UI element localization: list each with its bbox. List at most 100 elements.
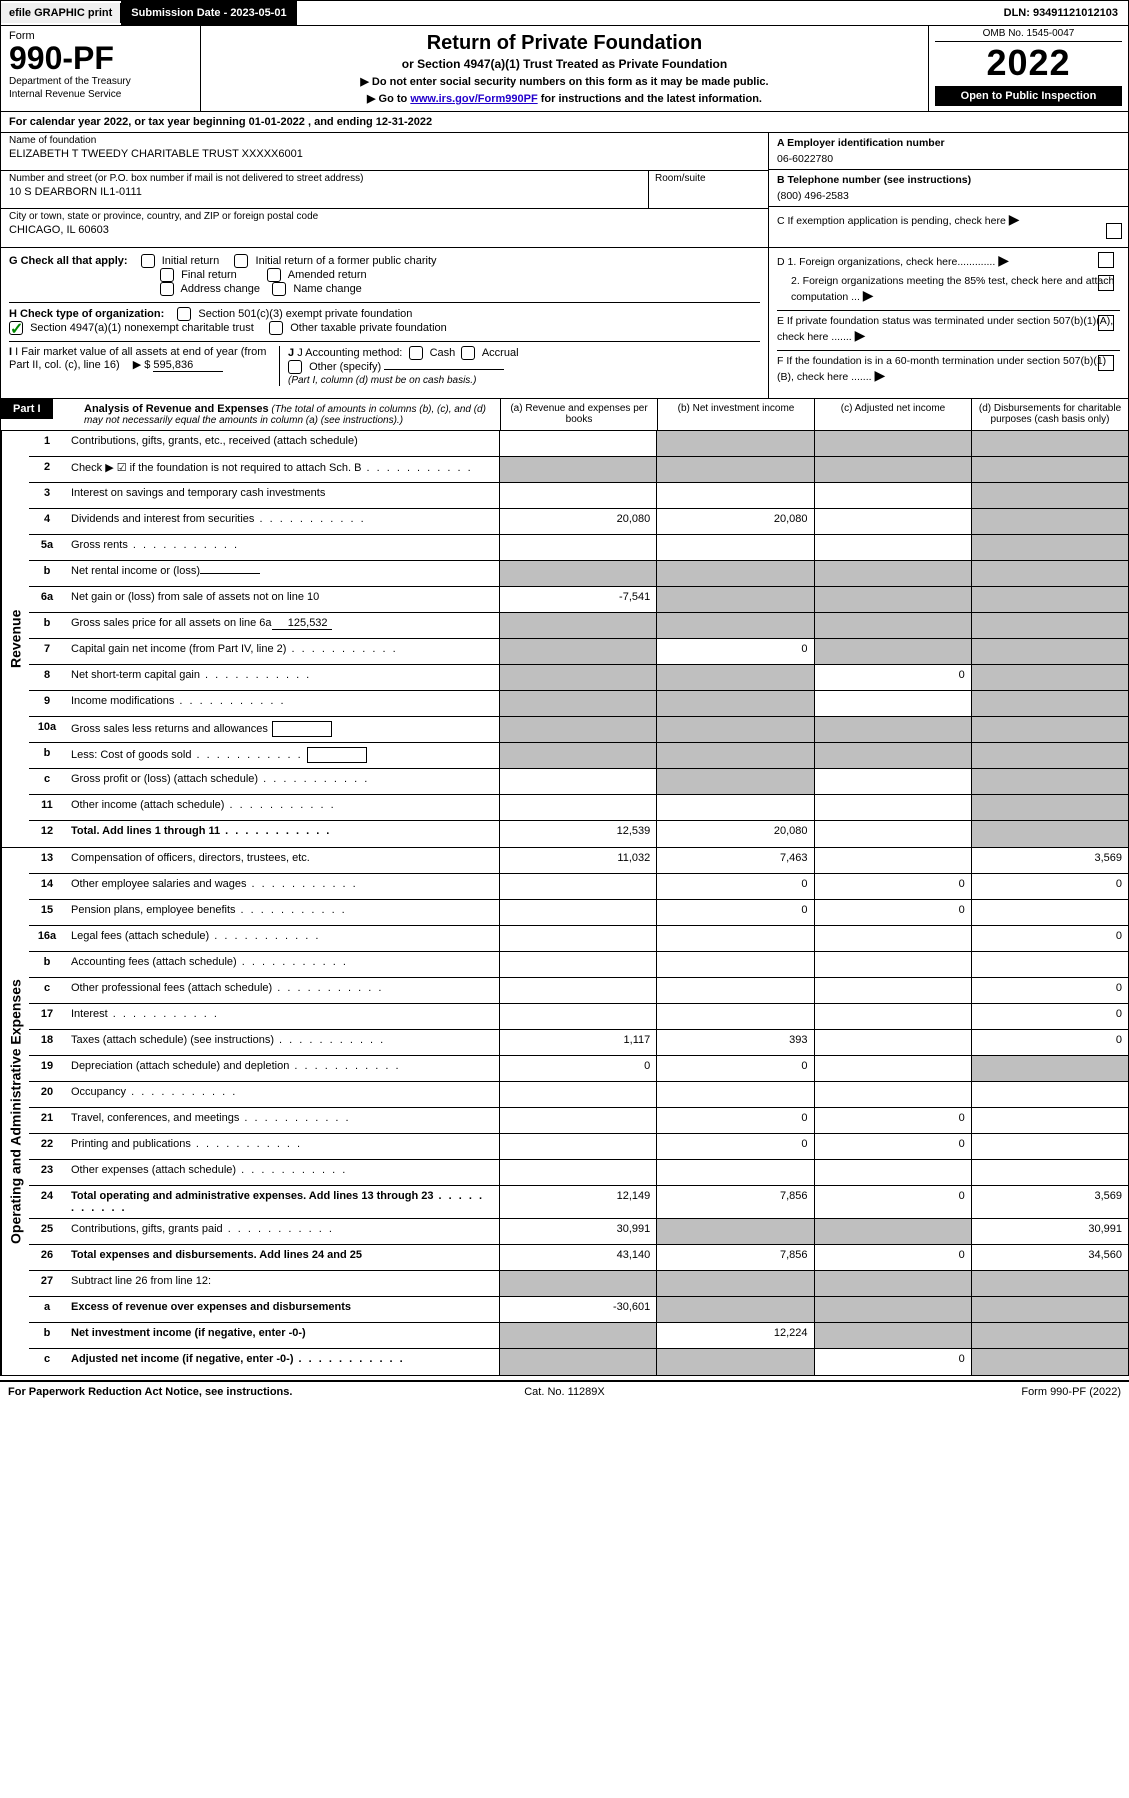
cell-col-d — [971, 1160, 1128, 1185]
cell-col-c — [814, 561, 971, 586]
table-row: bNet rental income or (loss) — [29, 561, 1128, 587]
cell-col-b — [656, 1271, 813, 1296]
g-label: G Check all that apply: — [9, 255, 128, 267]
cell-col-a: 12,149 — [499, 1186, 656, 1218]
line-number: 18 — [29, 1030, 65, 1055]
h-4947-checkbox[interactable] — [9, 321, 23, 335]
g-opt-2: Final return — [181, 269, 237, 281]
phone-value: (800) 496-2583 — [777, 190, 1120, 202]
table-row: 26Total expenses and disbursements. Add … — [29, 1245, 1128, 1271]
ein-cell: A Employer identification number 06-6022… — [769, 133, 1128, 170]
cell-col-c — [814, 483, 971, 508]
line-description: Interest — [65, 1004, 499, 1029]
cell-col-b — [656, 691, 813, 716]
cell-col-a — [499, 1004, 656, 1029]
line-description: Printing and publications — [65, 1134, 499, 1159]
j-accrual-checkbox[interactable] — [461, 346, 475, 360]
room-suite-cell: Room/suite — [648, 171, 768, 208]
cell-col-d — [971, 509, 1128, 534]
line-number: 27 — [29, 1271, 65, 1296]
subtitle3-post: for instructions and the latest informat… — [541, 93, 762, 105]
line-description: Total. Add lines 1 through 11 — [65, 821, 499, 847]
line-description: Other professional fees (attach schedule… — [65, 978, 499, 1003]
line-number: b — [29, 561, 65, 586]
line-description: Depreciation (attach schedule) and deple… — [65, 1056, 499, 1081]
address-cell: Number and street (or P.O. box number if… — [1, 171, 768, 209]
inline-amount-box[interactable] — [272, 721, 332, 737]
g-initial-former-checkbox[interactable] — [234, 254, 248, 268]
f-checkbox[interactable] — [1098, 355, 1114, 371]
g-amended-checkbox[interactable] — [267, 268, 281, 282]
cell-col-d — [971, 743, 1128, 768]
line-number: b — [29, 1323, 65, 1348]
exemption-pending-cell: C If exemption application is pending, c… — [769, 207, 1128, 247]
cell-col-b — [656, 587, 813, 612]
table-row: 2Check ▶ ☑ if the foundation is not requ… — [29, 457, 1128, 483]
e-checkbox[interactable] — [1098, 315, 1114, 331]
cell-col-a — [499, 717, 656, 742]
h-opt-2: Section 4947(a)(1) nonexempt charitable … — [30, 322, 254, 334]
g-initial-return-checkbox[interactable] — [141, 254, 155, 268]
table-row: 3Interest on savings and temporary cash … — [29, 483, 1128, 509]
g-opt-0: Initial return — [162, 255, 219, 267]
table-row: bAccounting fees (attach schedule) — [29, 952, 1128, 978]
line-number: 7 — [29, 639, 65, 664]
cell-col-b: 7,463 — [656, 848, 813, 873]
foundation-name: ELIZABETH T TWEEDY CHARITABLE TRUST XXXX… — [9, 148, 760, 160]
efile-print-button[interactable]: efile GRAPHIC print — [1, 3, 121, 23]
cell-col-a — [499, 665, 656, 690]
d2-checkbox[interactable] — [1098, 275, 1114, 291]
cell-col-d — [971, 483, 1128, 508]
line-description: Capital gain net income (from Part IV, l… — [65, 639, 499, 664]
addr-label: Number and street (or P.O. box number if… — [9, 173, 640, 184]
table-row: 6aNet gain or (loss) from sale of assets… — [29, 587, 1128, 613]
g-address-change-checkbox[interactable] — [160, 282, 174, 296]
arrow-icon: ▶ — [998, 252, 1009, 268]
g-name-change-checkbox[interactable] — [272, 282, 286, 296]
line-number: 24 — [29, 1186, 65, 1218]
h-other-checkbox[interactable] — [269, 321, 283, 335]
c-checkbox[interactable] — [1106, 223, 1122, 239]
table-row: 18Taxes (attach schedule) (see instructi… — [29, 1030, 1128, 1056]
cell-col-c — [814, 769, 971, 794]
subtitle3-pre: ▶ Go to — [367, 93, 410, 105]
cell-col-a: 11,032 — [499, 848, 656, 873]
cell-col-b — [656, 769, 813, 794]
line-description: Net short-term capital gain — [65, 665, 499, 690]
instructions-link[interactable]: www.irs.gov/Form990PF — [410, 93, 537, 105]
inline-amount-box[interactable] — [307, 747, 367, 763]
cell-col-a — [499, 1134, 656, 1159]
cell-col-c — [814, 717, 971, 742]
cell-col-b — [656, 665, 813, 690]
ein-value: 06-6022780 — [777, 153, 1120, 165]
cell-col-c — [814, 613, 971, 638]
line-description: Travel, conferences, and meetings — [65, 1108, 499, 1133]
cell-col-c: 0 — [814, 1349, 971, 1375]
g-final-return-checkbox[interactable] — [160, 268, 174, 282]
footer-right: Form 990-PF (2022) — [750, 1386, 1121, 1398]
line-description: Gross sales less returns and allowances — [65, 717, 499, 742]
d1-checkbox[interactable] — [1098, 252, 1114, 268]
e-line: E If private foundation status was termi… — [777, 310, 1120, 344]
d2-line: 2. Foreign organizations meeting the 85%… — [777, 275, 1120, 304]
cell-col-c: 0 — [814, 1186, 971, 1218]
name-label: Name of foundation — [9, 135, 760, 146]
cell-col-d — [971, 587, 1128, 612]
cell-col-a — [499, 795, 656, 820]
line-number: 11 — [29, 795, 65, 820]
line-number: 26 — [29, 1245, 65, 1270]
j-other-checkbox[interactable] — [288, 360, 302, 374]
line-description: Dividends and interest from securities — [65, 509, 499, 534]
cell-col-c — [814, 509, 971, 534]
h-row: H Check type of organization: Section 50… — [9, 302, 760, 335]
cell-col-a — [499, 535, 656, 560]
cell-col-a: 1,117 — [499, 1030, 656, 1055]
cell-col-d — [971, 1323, 1128, 1348]
line-description: Net rental income or (loss) — [65, 561, 499, 586]
h-501c3-checkbox[interactable] — [177, 307, 191, 321]
j-cash-checkbox[interactable] — [409, 346, 423, 360]
cell-col-b: 0 — [656, 900, 813, 925]
cell-col-b: 0 — [656, 874, 813, 899]
form-subtitle-2: ▶ Do not enter social security numbers o… — [211, 75, 918, 88]
inline-amount-underline — [200, 573, 260, 574]
